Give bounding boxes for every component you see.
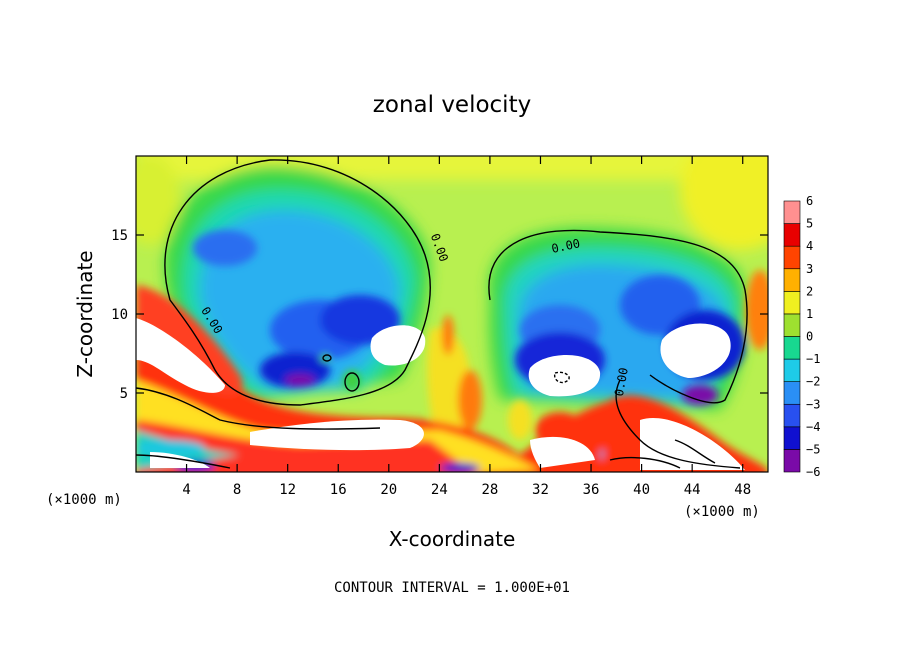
colorbar-band — [783, 223, 801, 247]
colorbar-tick-label: −3 — [806, 397, 820, 411]
y-tick-label: 10 — [111, 307, 128, 323]
colorbar-band — [783, 403, 801, 428]
x-tick-label: 24 — [431, 482, 448, 498]
y-axis-label: Z-coordinate — [73, 250, 97, 377]
contour-interval-note: CONTOUR INTERVAL = 1.000E+01 — [334, 580, 570, 596]
x-tick-label: 4 — [182, 482, 190, 498]
colorbar-band — [783, 358, 801, 382]
contour-label: 0.00 — [550, 236, 581, 256]
x-tick-label: 48 — [734, 482, 751, 498]
x-tick-label: 12 — [279, 482, 296, 498]
colorbar-band — [783, 245, 801, 270]
colorbar-band — [783, 449, 801, 473]
y-tick-label: 5 — [120, 386, 128, 402]
chart-title: zonal velocity — [373, 92, 531, 118]
x-unit-right: (×1000 m) — [684, 504, 760, 520]
colorbar-tick-label: −1 — [806, 352, 820, 366]
x-unit-left: (×1000 m) — [46, 492, 122, 508]
colorbar-tick-label: −4 — [806, 420, 820, 434]
zero-contours — [136, 159, 748, 469]
x-tick-label: 8 — [233, 482, 241, 498]
colorbar-tick-label: 3 — [806, 262, 813, 276]
colorbar-tick-label: 6 — [806, 194, 813, 208]
x-tick-label: 20 — [380, 482, 397, 498]
colorbar-tick-label: −6 — [806, 465, 820, 479]
colorbar-band — [783, 291, 801, 315]
x-tick-label: 40 — [633, 482, 650, 498]
contour-label: 0.00 — [612, 366, 631, 397]
colorbar-tick-label: −2 — [806, 375, 820, 389]
colorbar-tick-label: 5 — [806, 217, 813, 231]
x-axis-label: X-coordinate — [389, 527, 516, 551]
x-tick-label: 28 — [481, 482, 498, 498]
colorbar-tick-label: −5 — [806, 442, 820, 456]
velocity-field — [136, 156, 768, 472]
colorbar-tick-label: 0 — [806, 330, 813, 344]
colorbar-band — [783, 268, 801, 292]
x-axis: 4 8 12 16 20 24 28 32 36 40 44 48 — [182, 156, 751, 498]
y-tick-label: 15 — [111, 228, 128, 244]
colorbar-tick-label: 4 — [806, 239, 813, 253]
colorbar-band — [783, 313, 801, 337]
y-axis: 5 10 15 — [111, 228, 768, 402]
colorbar-band — [783, 381, 801, 405]
colorbar-tick-label: 1 — [806, 307, 813, 321]
x-tick-label: 36 — [583, 482, 600, 498]
colorbar-band — [783, 426, 801, 450]
saturated-regions — [136, 318, 745, 470]
x-tick-label: 16 — [330, 482, 347, 498]
colorbar: −6 −5 −4 −3 −2 −1 0 1 2 3 4 5 6 — [783, 194, 820, 479]
x-tick-label: 32 — [532, 482, 549, 498]
colorbar-tick-label: 2 — [806, 284, 813, 298]
colorbar-band — [783, 200, 801, 224]
x-tick-label: 44 — [684, 482, 701, 498]
colorbar-band — [783, 336, 801, 360]
